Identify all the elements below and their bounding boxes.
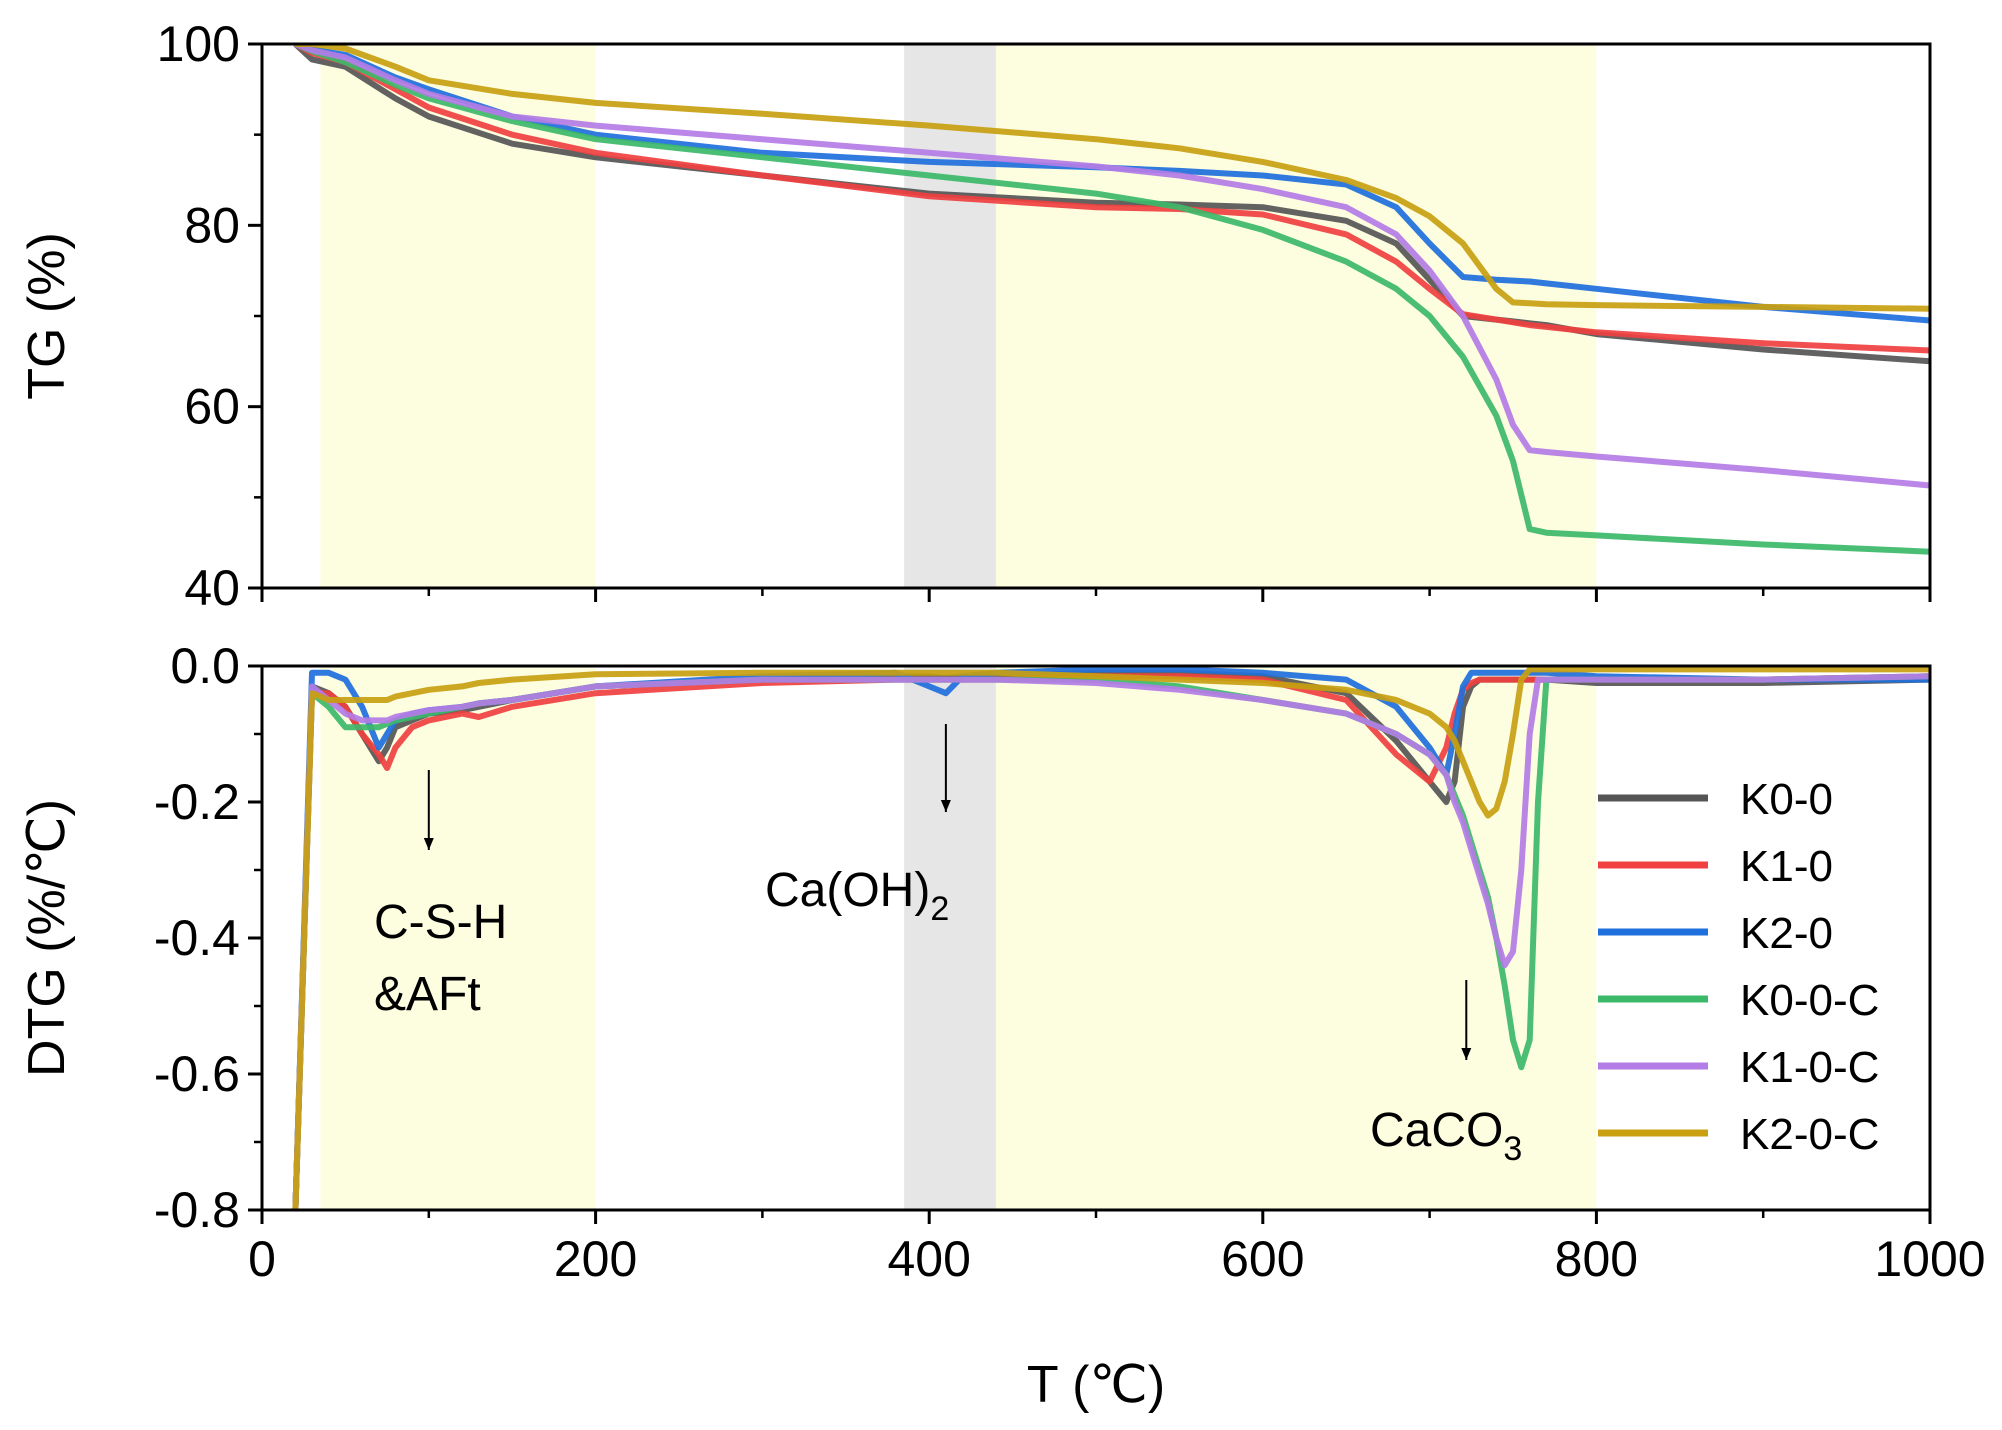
shaded-region-dtg-2 xyxy=(995,666,1597,1210)
tg-ytick-label: 80 xyxy=(184,197,240,253)
legend-label-k1-0: K1-0 xyxy=(1740,842,1833,891)
dtg-ytick-label: -0.8 xyxy=(154,1182,240,1238)
caoh-main: Ca(OH) xyxy=(765,864,930,917)
caco3-subscript: 3 xyxy=(1503,1130,1522,1168)
x-tick-label: 1000 xyxy=(1874,1231,1985,1287)
tg-ytick-label: 40 xyxy=(184,560,240,616)
shaded-region-tg-0 xyxy=(320,44,596,588)
tg-series-k2-0 xyxy=(294,44,1930,324)
csh-annotation-line2: &AFt xyxy=(374,968,481,1021)
tg-series-k1-0 xyxy=(293,44,1930,354)
dtg-panel: -0.8 -0.6 -0.4 -0.2 0.0 0 200 400 600 800 1000 DTG… xyxy=(18,638,1986,1414)
annotations: C-S-H &AFt Ca(OH)2 CaCO3 xyxy=(374,724,1522,1168)
tg-series-k1-0-c xyxy=(294,44,1930,489)
csh-annotation-line1: C-S-H xyxy=(374,896,507,949)
caoh-annotation: Ca(OH)2 xyxy=(765,864,949,928)
dtg-series-k1-0-c xyxy=(292,673,1930,1210)
x-axis-label: T (℃) xyxy=(1027,1356,1165,1414)
shaded-region-dtg-1 xyxy=(904,666,996,1210)
caoh-subscript: 2 xyxy=(930,890,949,928)
x-tick-label: 400 xyxy=(887,1231,970,1287)
legend: K0-0 K1-0 K2-0 K0-0-C K1-0-C K2-0-C xyxy=(1598,775,1879,1159)
tg-ytick-label: 60 xyxy=(184,379,240,435)
x-tick-label: 600 xyxy=(1221,1231,1304,1287)
tg-series-k0-0-c xyxy=(294,44,1930,555)
shaded-region-tg-2 xyxy=(995,44,1597,588)
dtg-ytick-label: 0.0 xyxy=(170,638,240,694)
dtg-ytick-label: -0.6 xyxy=(154,1046,240,1102)
tg-series-k2-0-c xyxy=(295,44,1930,312)
legend-label-k0-0: K0-0 xyxy=(1740,775,1833,824)
x-tick-label: 200 xyxy=(554,1231,637,1287)
dtg-series-k0-0-c xyxy=(292,673,1930,1210)
shaded-region-tg-1 xyxy=(904,44,996,588)
x-tick-label: 0 xyxy=(248,1231,276,1287)
shaded-region-dtg-0 xyxy=(320,666,596,1210)
legend-label-k1-0-c: K1-0-C xyxy=(1740,1043,1879,1092)
dtg-series-k2-0-c xyxy=(292,666,1930,1210)
tg-panel: 40 60 80 100 TG (%) xyxy=(18,16,1932,616)
tg-ytick-label: 100 xyxy=(157,16,240,72)
dtg-ytick-label: -0.2 xyxy=(154,774,240,830)
tg-y-axis-label: TG (%) xyxy=(18,232,76,400)
legend-label-k2-0-c: K2-0-C xyxy=(1740,1110,1879,1159)
dtg-y-axis-label: DTG (%/℃) xyxy=(18,799,76,1077)
caco3-main: CaCO xyxy=(1370,1104,1503,1157)
dtg-ytick-label: -0.4 xyxy=(154,910,240,966)
legend-label-k2-0: K2-0 xyxy=(1740,909,1833,958)
legend-label-k0-0-c: K0-0-C xyxy=(1740,976,1879,1025)
caco3-annotation: CaCO3 xyxy=(1370,1104,1522,1168)
x-tick-label: 800 xyxy=(1555,1231,1638,1287)
